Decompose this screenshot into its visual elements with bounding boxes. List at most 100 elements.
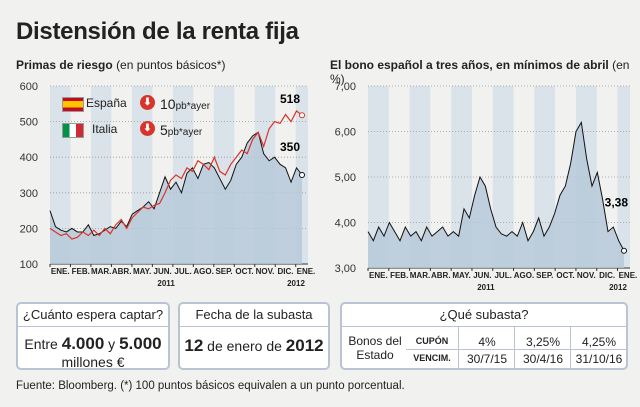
right-chart-title-bold: El bono español a tres años, en mínimos … — [330, 58, 609, 72]
date-box: Fecha de la subasta 12 de enero de 2012 — [178, 302, 330, 370]
right-chart-title: El bono español a tres años, en mínimos … — [330, 58, 640, 86]
y-tick-label: 6,00 — [335, 127, 356, 139]
amount-1: 4.000 — [61, 334, 105, 353]
right-chart-title-unit: (en %) — [330, 58, 630, 86]
date-year: 2012 — [285, 336, 324, 355]
legend-spain-label: España — [86, 96, 127, 110]
date-box-header: Fecha de la subasta — [180, 304, 328, 327]
x-tick-label: OCT. — [235, 267, 253, 276]
x-tick-label: AGO. — [514, 271, 534, 280]
bond-callout: 3,38 — [605, 196, 629, 210]
y-tick-label: 7,00 — [335, 81, 356, 93]
auction-row-label-1: Bonos del — [348, 334, 402, 348]
x-tick-label: DIC. — [277, 267, 293, 276]
x-tick-label: ABR. — [431, 271, 451, 280]
legend-italy-change-value: 5 — [160, 122, 168, 138]
legend-spain-unit: pb*ayer — [175, 101, 211, 112]
x-tick-label: OCT. — [556, 271, 574, 280]
amount-pre: Entre — [24, 336, 58, 352]
x-tick-label: ABR. — [112, 267, 132, 276]
y-tick-label: 5,00 — [335, 172, 356, 184]
source-note: Fuente: Bloomberg. (*) 100 puntos básico… — [16, 380, 405, 392]
year-label: 2012 — [287, 279, 305, 288]
left-chart-title-unit: (en puntos básicos*) — [116, 58, 226, 72]
cupon-1: 4% — [478, 335, 496, 349]
amount-box: ¿Cuánto espera captar? Entre 4.000 y 5.0… — [16, 302, 170, 370]
spain-flag-icon — [62, 97, 84, 112]
down-arrow-icon: ⬇ — [140, 95, 155, 110]
date-day: 12 — [184, 336, 204, 355]
y-tick-label: 400 — [20, 152, 38, 164]
cupon-label: CUPÓN — [415, 336, 449, 346]
x-tick-label: ENE. — [297, 267, 316, 276]
year-label: 2011 — [157, 279, 175, 288]
cupon-3: 4,25% — [581, 335, 617, 349]
vencim-3: 31/10/16 — [575, 352, 623, 366]
legend-spain-change-value: 10 — [160, 96, 176, 112]
x-tick-label: MAY. — [452, 271, 470, 280]
x-tick-label: JUN. — [473, 271, 491, 280]
x-tick-label: AGO. — [193, 267, 213, 276]
amount-2: 5.000 — [119, 334, 162, 353]
legend-italy-change: 5pb*ayer — [160, 122, 202, 138]
year-label: 2012 — [609, 283, 627, 292]
date-box-body: 12 de enero de 2012 — [180, 336, 328, 356]
x-tick-label: NOV. — [256, 267, 275, 276]
auction-box-header: ¿Qué subasta? — [342, 304, 626, 327]
month-band — [90, 86, 112, 264]
italy-callout: 350 — [280, 140, 300, 154]
vencim-2: 30/4/16 — [522, 352, 564, 366]
x-tick-label: ENE. — [51, 267, 70, 276]
x-tick-label: DIC. — [599, 271, 615, 280]
vencim-label: VENCIM. — [413, 353, 451, 363]
down-arrow-icon: ⬇ — [140, 121, 155, 136]
page-title: Distensión de la renta fija — [16, 18, 299, 45]
x-tick-label: JUN. — [154, 267, 172, 276]
y-tick-label: 500 — [20, 117, 38, 129]
auction-box: ¿Qué subasta? Bonos del Estado CUPÓN VEN… — [340, 302, 628, 370]
italy-area — [50, 132, 302, 264]
y-tick-label: 300 — [20, 188, 38, 200]
x-tick-label: FEB. — [390, 271, 408, 280]
x-tick-label: NOV. — [577, 271, 596, 280]
spain-end-point — [299, 112, 305, 119]
x-tick-label: MAY. — [133, 267, 151, 276]
x-tick-label: JUL. — [494, 271, 511, 280]
bond-area — [368, 122, 624, 269]
spain-line — [49, 110, 303, 240]
x-tick-label: SEP. — [536, 271, 553, 280]
year-label: 2011 — [477, 283, 495, 292]
amount-box-body: Entre 4.000 y 5.000 millones € — [18, 334, 168, 370]
x-tick-label: FEB. — [72, 267, 90, 276]
italy-end-point — [299, 172, 305, 178]
vencim-1: 30/7/15 — [466, 352, 508, 366]
legend-italy-unit: pb*ayer — [167, 127, 203, 138]
date-text: de enero de — [207, 338, 282, 354]
amount-mid: y — [108, 336, 116, 352]
left-chart-title-bold: Primas de riesgo — [16, 58, 113, 72]
legend-spain-change: 10pb*ayer — [160, 96, 210, 112]
auction-row-label: Bonos del Estado — [346, 334, 404, 362]
bond-end-point — [621, 247, 627, 254]
x-tick-label: JUL. — [174, 267, 191, 276]
y-tick-label: 600 — [20, 81, 38, 93]
x-tick-label: MAR. — [91, 267, 111, 276]
cupon-2: 3,25% — [525, 335, 561, 349]
x-tick-label: ENE. — [619, 271, 638, 280]
y-tick-label: 3,00 — [335, 263, 356, 275]
y-tick-label: 200 — [20, 223, 38, 235]
amount-unit: millones € — [61, 354, 125, 370]
spain-callout: 518 — [280, 92, 300, 106]
y-tick-label: 4,00 — [335, 218, 356, 230]
x-tick-label: MAR. — [410, 271, 430, 280]
x-tick-label: SEP. — [215, 267, 232, 276]
left-chart-title: Primas de riesgo (en puntos básicos*) — [16, 58, 225, 72]
auction-row-label-2: Estado — [356, 348, 394, 362]
italy-flag-icon — [62, 123, 84, 138]
legend-italy-label: Italia — [92, 122, 118, 136]
y-tick-label: 100 — [20, 259, 38, 271]
x-tick-label: ENE. — [369, 271, 388, 280]
bond-line — [367, 120, 625, 251]
amount-box-header: ¿Cuánto espera captar? — [18, 304, 168, 327]
